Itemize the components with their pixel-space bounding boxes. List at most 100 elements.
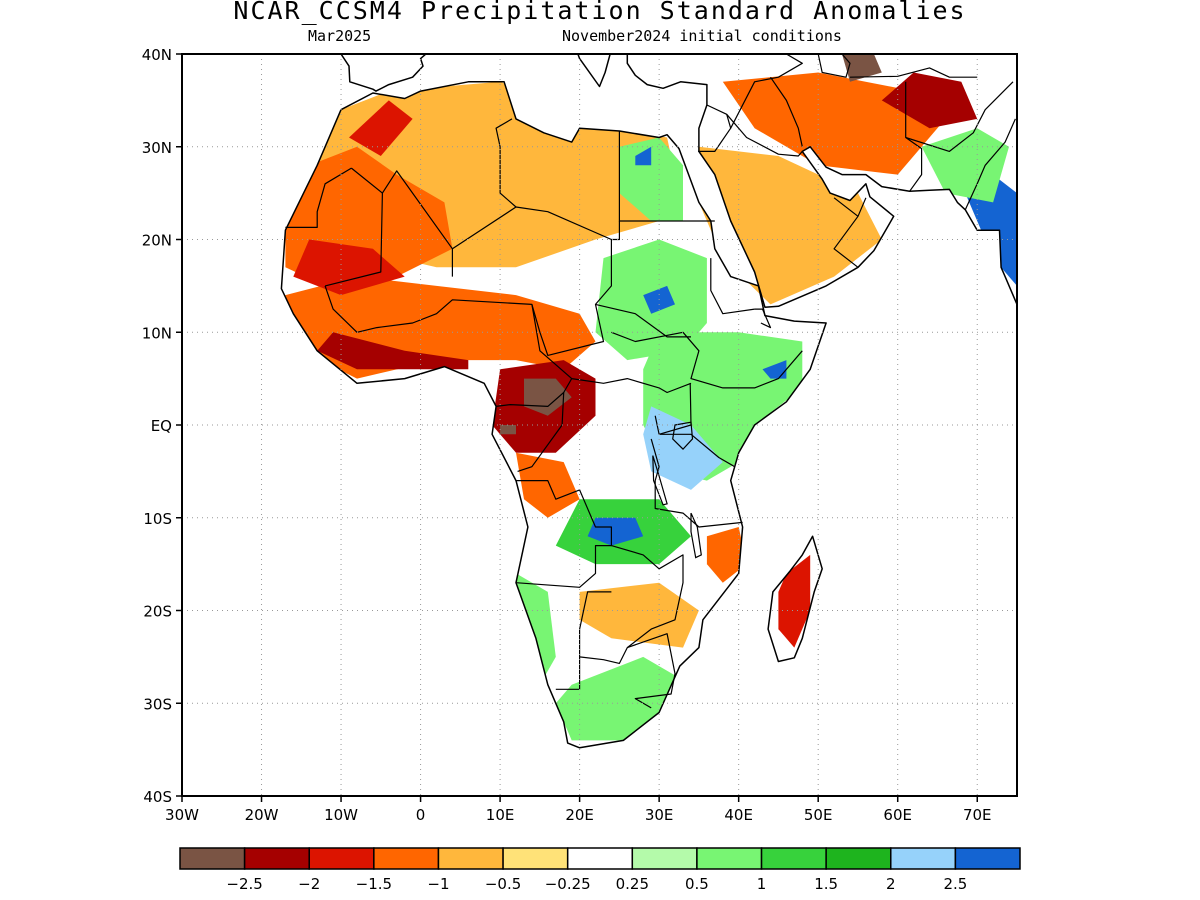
lat-tick-label: EQ	[151, 417, 172, 435]
country-border-7	[611, 331, 803, 389]
country-border-17	[579, 545, 684, 664]
lat-tick-label: 40S	[143, 788, 172, 806]
colorbar-swatch	[890, 847, 957, 870]
lon-tick-label: 70E	[963, 806, 992, 824]
lat-tick-label: 30N	[142, 139, 172, 157]
anomaly-madagascar-dry	[778, 554, 811, 648]
lon-tick-label: 40E	[724, 806, 753, 824]
colorbar-swatch	[825, 847, 892, 870]
lon-tick-label: 0	[416, 806, 426, 824]
country-border-2	[324, 193, 383, 287]
anomaly-somalia-core	[762, 360, 787, 379]
colorbar-label: −0.25	[545, 875, 591, 893]
colorbar-label: −2	[298, 875, 320, 893]
lat-tick-label: 10N	[142, 324, 172, 342]
lat-tick-label: 30S	[143, 695, 172, 713]
lon-tick-label: 30W	[165, 806, 199, 824]
country-border-30	[964, 118, 1016, 211]
country-border-29	[849, 67, 978, 78]
country-border-24	[770, 76, 803, 147]
country-border-13	[515, 480, 612, 588]
colorbar-swatch	[437, 847, 504, 870]
colorbar-label: −1	[427, 875, 449, 893]
valid-month-label: Mar2025	[308, 27, 372, 45]
anomaly-lake-victoria-region	[643, 406, 723, 490]
colorbar-label: 0.5	[685, 875, 709, 893]
country-border-22	[730, 54, 803, 129]
lon-tick-label: 20E	[565, 806, 594, 824]
africa-coastline	[280, 81, 827, 749]
anomaly-caspian-core	[842, 54, 882, 82]
coastlines	[280, 54, 1017, 749]
colorbar-label: −1.5	[356, 875, 392, 893]
country-border-23	[698, 114, 732, 152]
lon-tick-label: 30E	[645, 806, 674, 824]
lat-tick-label: 20N	[142, 232, 172, 250]
colorbar-label: −2.5	[226, 875, 262, 893]
chart-title: NCAR_CCSM4 Precipitation Standard Anomal…	[233, 0, 967, 25]
colorbar-swatch	[566, 847, 634, 870]
anomaly-southern-africa-dry	[579, 582, 699, 648]
lon-tick-label: 50E	[804, 806, 833, 824]
country-border-8	[595, 303, 691, 338]
gridlines	[182, 54, 1017, 796]
arabia-asia-coastline	[626, 54, 1017, 308]
latitude-labels: 40N 30N 20N 10N EQ 10S 20S 30S 40S	[142, 46, 182, 806]
lon-tick-label: 10W	[324, 806, 358, 824]
anomaly-south-africa-wet	[555, 656, 675, 741]
lon-tick-label: 20W	[245, 806, 279, 824]
lat-tick-label: 40N	[142, 46, 172, 64]
colorbar-label: 1.5	[814, 875, 838, 893]
colorbar-label: −0.5	[485, 875, 521, 893]
country-border-27	[905, 81, 923, 192]
madagascar-coastline	[767, 535, 823, 663]
anomaly-northwest-africa	[349, 100, 413, 156]
colorbar-swatch	[373, 847, 440, 870]
anomaly-angola-coast	[516, 452, 580, 518]
colorbar-label: 2	[886, 875, 896, 893]
colorbar-label: 1	[757, 875, 767, 893]
country-border-19	[627, 633, 676, 709]
country-border-3	[324, 206, 612, 356]
lat-tick-label: 10S	[143, 510, 172, 528]
country-border-12	[563, 378, 573, 393]
country-border-20	[754, 308, 772, 329]
country-border-26	[833, 197, 859, 217]
country-border-10	[531, 304, 692, 394]
colorbar-swatch	[308, 847, 375, 870]
country-border-14	[650, 438, 743, 528]
caspian-sea	[794, 54, 851, 78]
lon-tick-label: 60E	[883, 806, 912, 824]
country-border-15	[659, 433, 736, 468]
colorbar-swatch	[502, 847, 569, 870]
country-border-9	[710, 258, 755, 315]
lake-victoria	[672, 421, 694, 450]
anomaly-egypt-core	[635, 146, 652, 166]
country-border-0	[351, 167, 453, 277]
colorbar-swatch	[760, 847, 827, 870]
southern-europe-land	[341, 54, 611, 92]
country-border-25	[833, 197, 867, 268]
country-border-6	[611, 221, 620, 241]
anomaly-gabon-core	[500, 425, 516, 435]
country-border-21	[706, 104, 803, 157]
country-border-28	[905, 81, 1014, 152]
colorbar-swatch	[954, 847, 1021, 870]
longitude-labels: 30W 20W 10W 0 10E 20E 30E 40E 50E 60E 70E	[165, 796, 992, 824]
colorbar-label: 2.5	[943, 875, 967, 893]
colorbar-swatch	[179, 847, 246, 870]
map-panel	[181, 53, 1018, 797]
anomaly-zambia-core	[587, 517, 644, 546]
colorbar-label: 0.25	[616, 875, 649, 893]
country-border-4	[495, 118, 517, 208]
anomaly-guinea-coast	[317, 332, 469, 370]
colorbar-legend: −2.5 −2 −1.5 −1 −0.5 −0.25 0.25 0.5 1 1.5 2 2.5	[179, 847, 1021, 893]
lat-tick-label: 20S	[143, 603, 172, 621]
lon-tick-label: 10E	[486, 806, 515, 824]
country-border-1	[285, 167, 352, 228]
colorbar-swatch	[243, 847, 310, 870]
anomaly-mozambique-dry	[706, 527, 747, 583]
colorbar-swatch	[631, 847, 698, 870]
southern-europe-coastline	[340, 54, 611, 92]
